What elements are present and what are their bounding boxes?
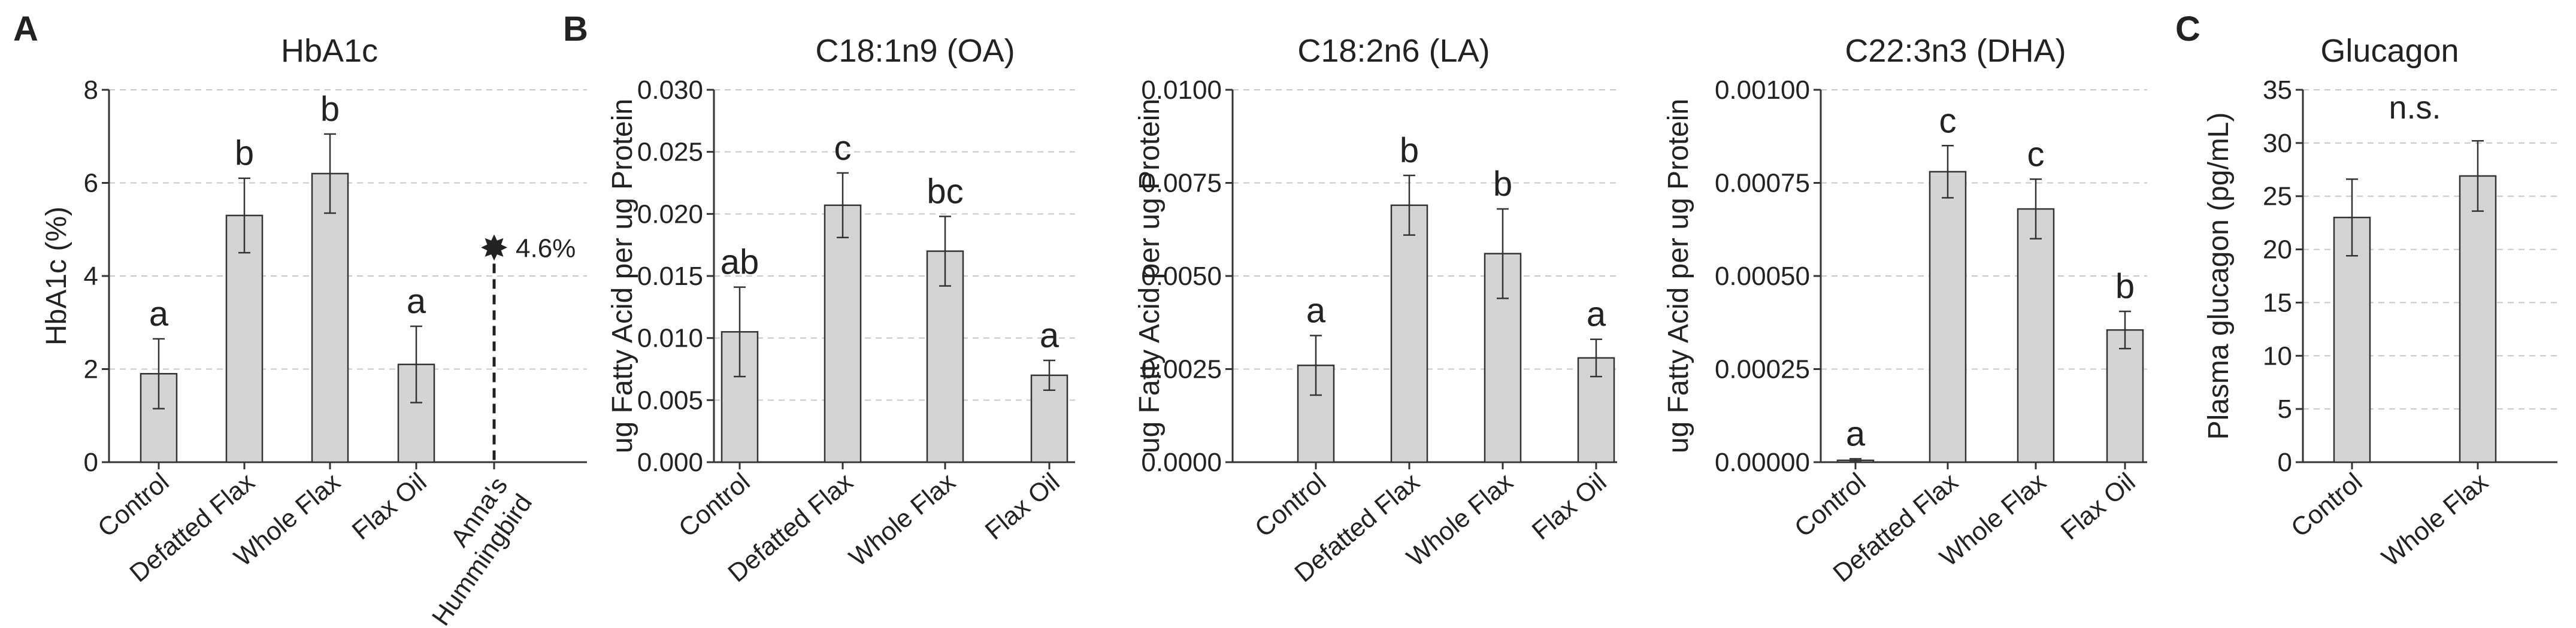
significance-letter: a: [407, 282, 426, 321]
y-tick-label: 0.0075: [1141, 169, 1222, 198]
x-tick-label: Control: [673, 468, 755, 543]
y-tick-label: 6: [84, 169, 98, 198]
y-tick-label: 0.0050: [1141, 262, 1222, 291]
reference-value-label: 4.6%: [516, 233, 576, 263]
y-tick-label: 0.00100: [1715, 75, 1810, 105]
y-tick-label: 0.015: [637, 262, 703, 291]
x-tick-label: Control: [1249, 468, 1331, 543]
bar: [824, 204, 862, 463]
y-tick-label: 0.00075: [1715, 169, 1810, 198]
significance-letter: b: [1493, 165, 1512, 204]
panel-letter-c: C: [2175, 10, 2200, 48]
y-tick-label: 0: [2278, 448, 2292, 477]
y-tick-label: 0.025: [637, 138, 703, 167]
bar: [2017, 208, 2055, 463]
y-tick-label: 0.030: [637, 75, 703, 105]
significance-letter: c: [2027, 135, 2045, 174]
y-tick-label: 15: [2263, 288, 2292, 317]
significance-letter: a: [1587, 295, 1606, 334]
y-tick-label: 25: [2263, 182, 2292, 211]
significance-letter: b: [235, 134, 254, 173]
bar: [1929, 171, 1967, 463]
y-tick-label: 0.0100: [1141, 75, 1222, 105]
chart-la: C18:2n6 (LA) 0.0000 0.0025 0.0050 0.0075 0.01…: [1134, 33, 1617, 588]
chart-title: C18:1n9 (OA): [815, 33, 1015, 69]
x-tick-label: Control: [92, 468, 174, 543]
significance-annotation: n.s.: [2389, 90, 2441, 126]
significance-letter: b: [320, 90, 340, 129]
y-axis-label: Plasma glucagon (pg/mL): [2203, 113, 2235, 440]
y-tick-label: 8: [84, 75, 98, 105]
significance-letter: a: [1846, 414, 1866, 453]
y-tick-label: 2: [84, 355, 98, 384]
chart-title: HbA1c: [281, 33, 378, 69]
bar: [1390, 204, 1428, 463]
y-tick-label: 0: [84, 448, 98, 477]
significance-letter: bc: [927, 172, 963, 211]
significance-letter: c: [1939, 101, 1957, 140]
x-tick-label: Whole Flax: [844, 468, 961, 572]
y-tick-label: 20: [2263, 235, 2292, 265]
y-tick-label: 0.00000: [1715, 448, 1810, 477]
x-tick-label: Flax Oil: [1527, 468, 1612, 545]
x-tick-label: Flax Oil: [347, 468, 432, 545]
bar: [2106, 329, 2144, 463]
chart-title: C22:3n3 (DHA): [1845, 33, 2066, 69]
significance-letter: b: [1400, 131, 1419, 170]
x-tick-label: Whole Flax: [2377, 468, 2494, 572]
chart-dha: C22:3n3 (DHA) 0.00000 0.00025 0.00050 0.0007…: [1663, 33, 2147, 588]
significance-letter: a: [1306, 292, 1326, 330]
chart-glucagon: Glucagon 0 5 10 15 20 25 30 35 Plasma glucagon (p…: [2203, 33, 2557, 572]
x-tick-label: Control: [2286, 468, 2368, 543]
bar: [311, 172, 349, 463]
y-axis-label: HbA1c (%): [41, 207, 72, 345]
y-tick-label: 0.0025: [1141, 355, 1222, 384]
y-tick-label: 0.010: [637, 324, 703, 353]
y-tick-label: 30: [2263, 129, 2292, 158]
bar: [225, 214, 264, 463]
y-tick-label: 0.0000: [1141, 448, 1222, 477]
y-tick-label: 5: [2278, 395, 2292, 424]
panel-letter-b: B: [563, 10, 588, 48]
x-tick-label: Control: [1789, 468, 1871, 543]
y-axis-label: ug Fatty Acid per ug Protein: [1134, 99, 1166, 453]
y-tick-label: 0.00025: [1715, 355, 1810, 384]
y-tick-label: 4: [84, 262, 98, 291]
chart-title: C18:2n6 (LA): [1297, 33, 1490, 69]
y-tick-label: 35: [2263, 75, 2292, 105]
y-tick-label: 10: [2263, 341, 2292, 371]
bar: [2459, 175, 2497, 463]
y-tick-label: 0.000: [637, 448, 703, 477]
chart-title: Glucagon: [2320, 33, 2459, 69]
x-tick-label: Flax Oil: [2056, 468, 2141, 545]
y-axis-label: ug Fatty Acid per ug Protein: [1663, 99, 1694, 453]
panel-letter-a: A: [13, 10, 38, 48]
chart-oa: C18:1n9 (OA) 0.000 0.005 0.010 0.015 0.020 0.0…: [607, 33, 1075, 588]
significance-letter: b: [2115, 267, 2135, 306]
y-tick-label: 0.00050: [1715, 262, 1810, 291]
y-tick-label: 0.005: [637, 386, 703, 415]
significance-letter: a: [149, 295, 169, 333]
significance-letter: a: [1040, 316, 1060, 355]
significance-letter: c: [834, 129, 852, 168]
y-axis-label: ug Fatty Acid per ug Protein: [607, 99, 638, 453]
x-tick-label: Flax Oil: [980, 468, 1065, 545]
star-icon: ✸: [480, 229, 509, 268]
y-tick-label: 0.020: [637, 199, 703, 229]
significance-letter: ab: [721, 243, 759, 282]
